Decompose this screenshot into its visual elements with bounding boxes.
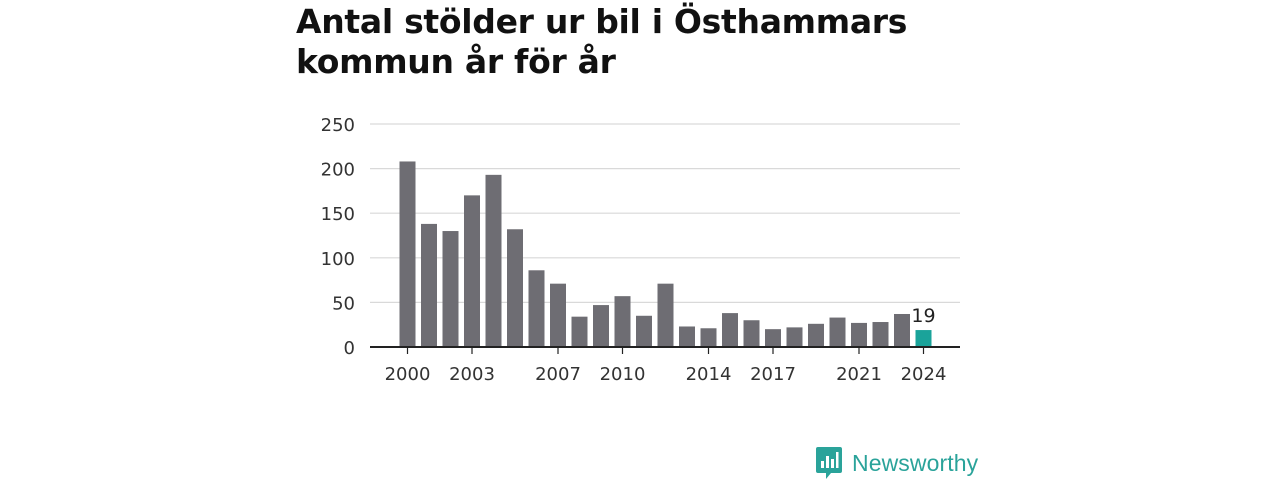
bar: [593, 305, 609, 347]
bar: [915, 330, 932, 347]
bar: [894, 313, 910, 347]
x-tick-label: 2024: [901, 364, 947, 385]
y-tick-label: 200: [321, 160, 355, 181]
bar: [550, 283, 566, 347]
bar: [399, 161, 416, 347]
bar: [421, 223, 437, 347]
bar: [765, 329, 781, 347]
bar: [808, 323, 824, 347]
x-tick-label: 2014: [686, 364, 732, 385]
data-label: 19: [911, 305, 935, 327]
x-tick-label: 2003: [449, 364, 495, 385]
bar: [722, 313, 738, 347]
x-tick-label: 2010: [600, 364, 646, 385]
brand-logo: Newsworthy: [815, 445, 978, 480]
x-tick-label: 2007: [535, 364, 581, 385]
y-tick-label: 150: [321, 204, 355, 225]
bar: [507, 229, 523, 347]
bar: [872, 322, 889, 347]
bar: [485, 174, 502, 347]
chart-title: Antal stölder ur bil i Östhammars kommun…: [296, 2, 908, 81]
bar: [464, 195, 480, 347]
bar: [851, 322, 867, 347]
bar-chart-speech-bubble-icon: [816, 447, 842, 479]
bar: [528, 270, 545, 347]
y-tick-label: 0: [344, 338, 355, 359]
bar: [829, 317, 846, 347]
bar: [700, 328, 717, 347]
y-tick-label: 250: [321, 115, 355, 136]
bar: [571, 316, 588, 347]
bar: [786, 327, 803, 347]
x-tick-label: 2021: [836, 364, 882, 385]
y-tick-label: 50: [332, 293, 355, 314]
bar: [442, 231, 459, 347]
bar: [679, 326, 695, 347]
bar: [657, 283, 674, 347]
bar: [614, 296, 631, 347]
bar: [743, 320, 760, 347]
y-tick-label: 100: [321, 249, 355, 270]
x-tick-label: 2000: [385, 364, 431, 385]
brand-name: Newsworthy: [852, 449, 979, 476]
bar: [636, 315, 652, 347]
x-tick-label: 2017: [750, 364, 796, 385]
